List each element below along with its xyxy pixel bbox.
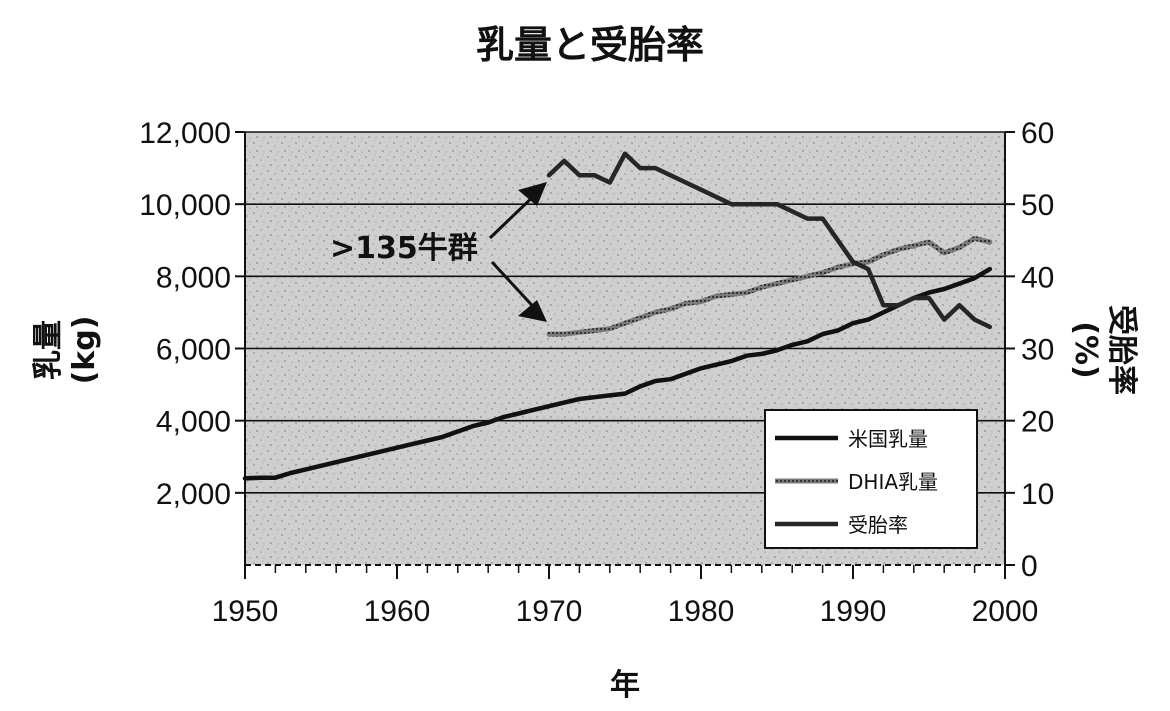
y-left-axis-title-line2: (kg) [67,316,102,385]
y-left-axis-title-line1: 乳量 [31,320,66,380]
y-left-axis-title: 乳量 (kg) [31,316,102,385]
series-line-3 [546,151,993,330]
annotation-label: >135牛群 [330,231,478,266]
x-axis-title: 年 [610,668,640,703]
y-left-axis-ticks: 2,000 4,000 6,000 8,000 10,000 12,000 [139,117,245,511]
x-axis-ticks: 1950 1960 1970 1980 1990 2000 [212,565,1039,628]
y-right-axis-title-line1: 受胎率 [1104,305,1139,395]
y-right-tick-label: 20 [1021,406,1054,439]
series-line-2 [546,235,993,337]
gridlines [245,131,1005,494]
x-tick-label: 1950 [212,595,279,628]
y-right-tick-label: 60 [1021,117,1054,150]
chart-title: 乳量と受胎率 [476,23,704,67]
y-right-axis-ticks: 0 10 20 30 40 50 60 [1005,117,1054,583]
y-right-axis-title: 受胎率 (%) [1068,305,1139,395]
x-tick-label: 1990 [820,595,887,628]
y-right-tick-label: 30 [1021,334,1054,367]
y-right-axis-title-line2: (%) [1068,321,1103,378]
x-tick-label: 1970 [516,595,583,628]
x-tick-label: 2000 [972,595,1039,628]
series-line-1 [242,266,993,481]
annotation-arrowhead-upper [518,182,547,206]
x-tick-label: 1960 [364,595,431,628]
y-left-tick-label: 8,000 [156,261,231,294]
y-right-tick-label: 50 [1021,189,1054,222]
x-tick-label: 1980 [668,595,735,628]
annotation-group: >135牛群 [330,182,547,322]
legend-label: DHIA乳量 [848,470,938,494]
series-layer [242,151,993,481]
annotation-arrowhead-lower [518,300,547,322]
y-left-tick-label: 6,000 [156,334,231,367]
y-left-tick-label: 2,000 [156,478,231,511]
y-left-tick-label: 12,000 [139,117,231,150]
y-left-tick-label: 10,000 [139,189,231,222]
legend-label: 米国乳量 [848,427,928,451]
y-right-tick-label: 10 [1021,478,1054,511]
y-left-tick-label: 4,000 [156,406,231,439]
y-right-tick-label: 40 [1021,261,1054,294]
y-right-tick-label: 0 [1021,550,1038,583]
legend-label: 受胎率 [848,513,908,537]
